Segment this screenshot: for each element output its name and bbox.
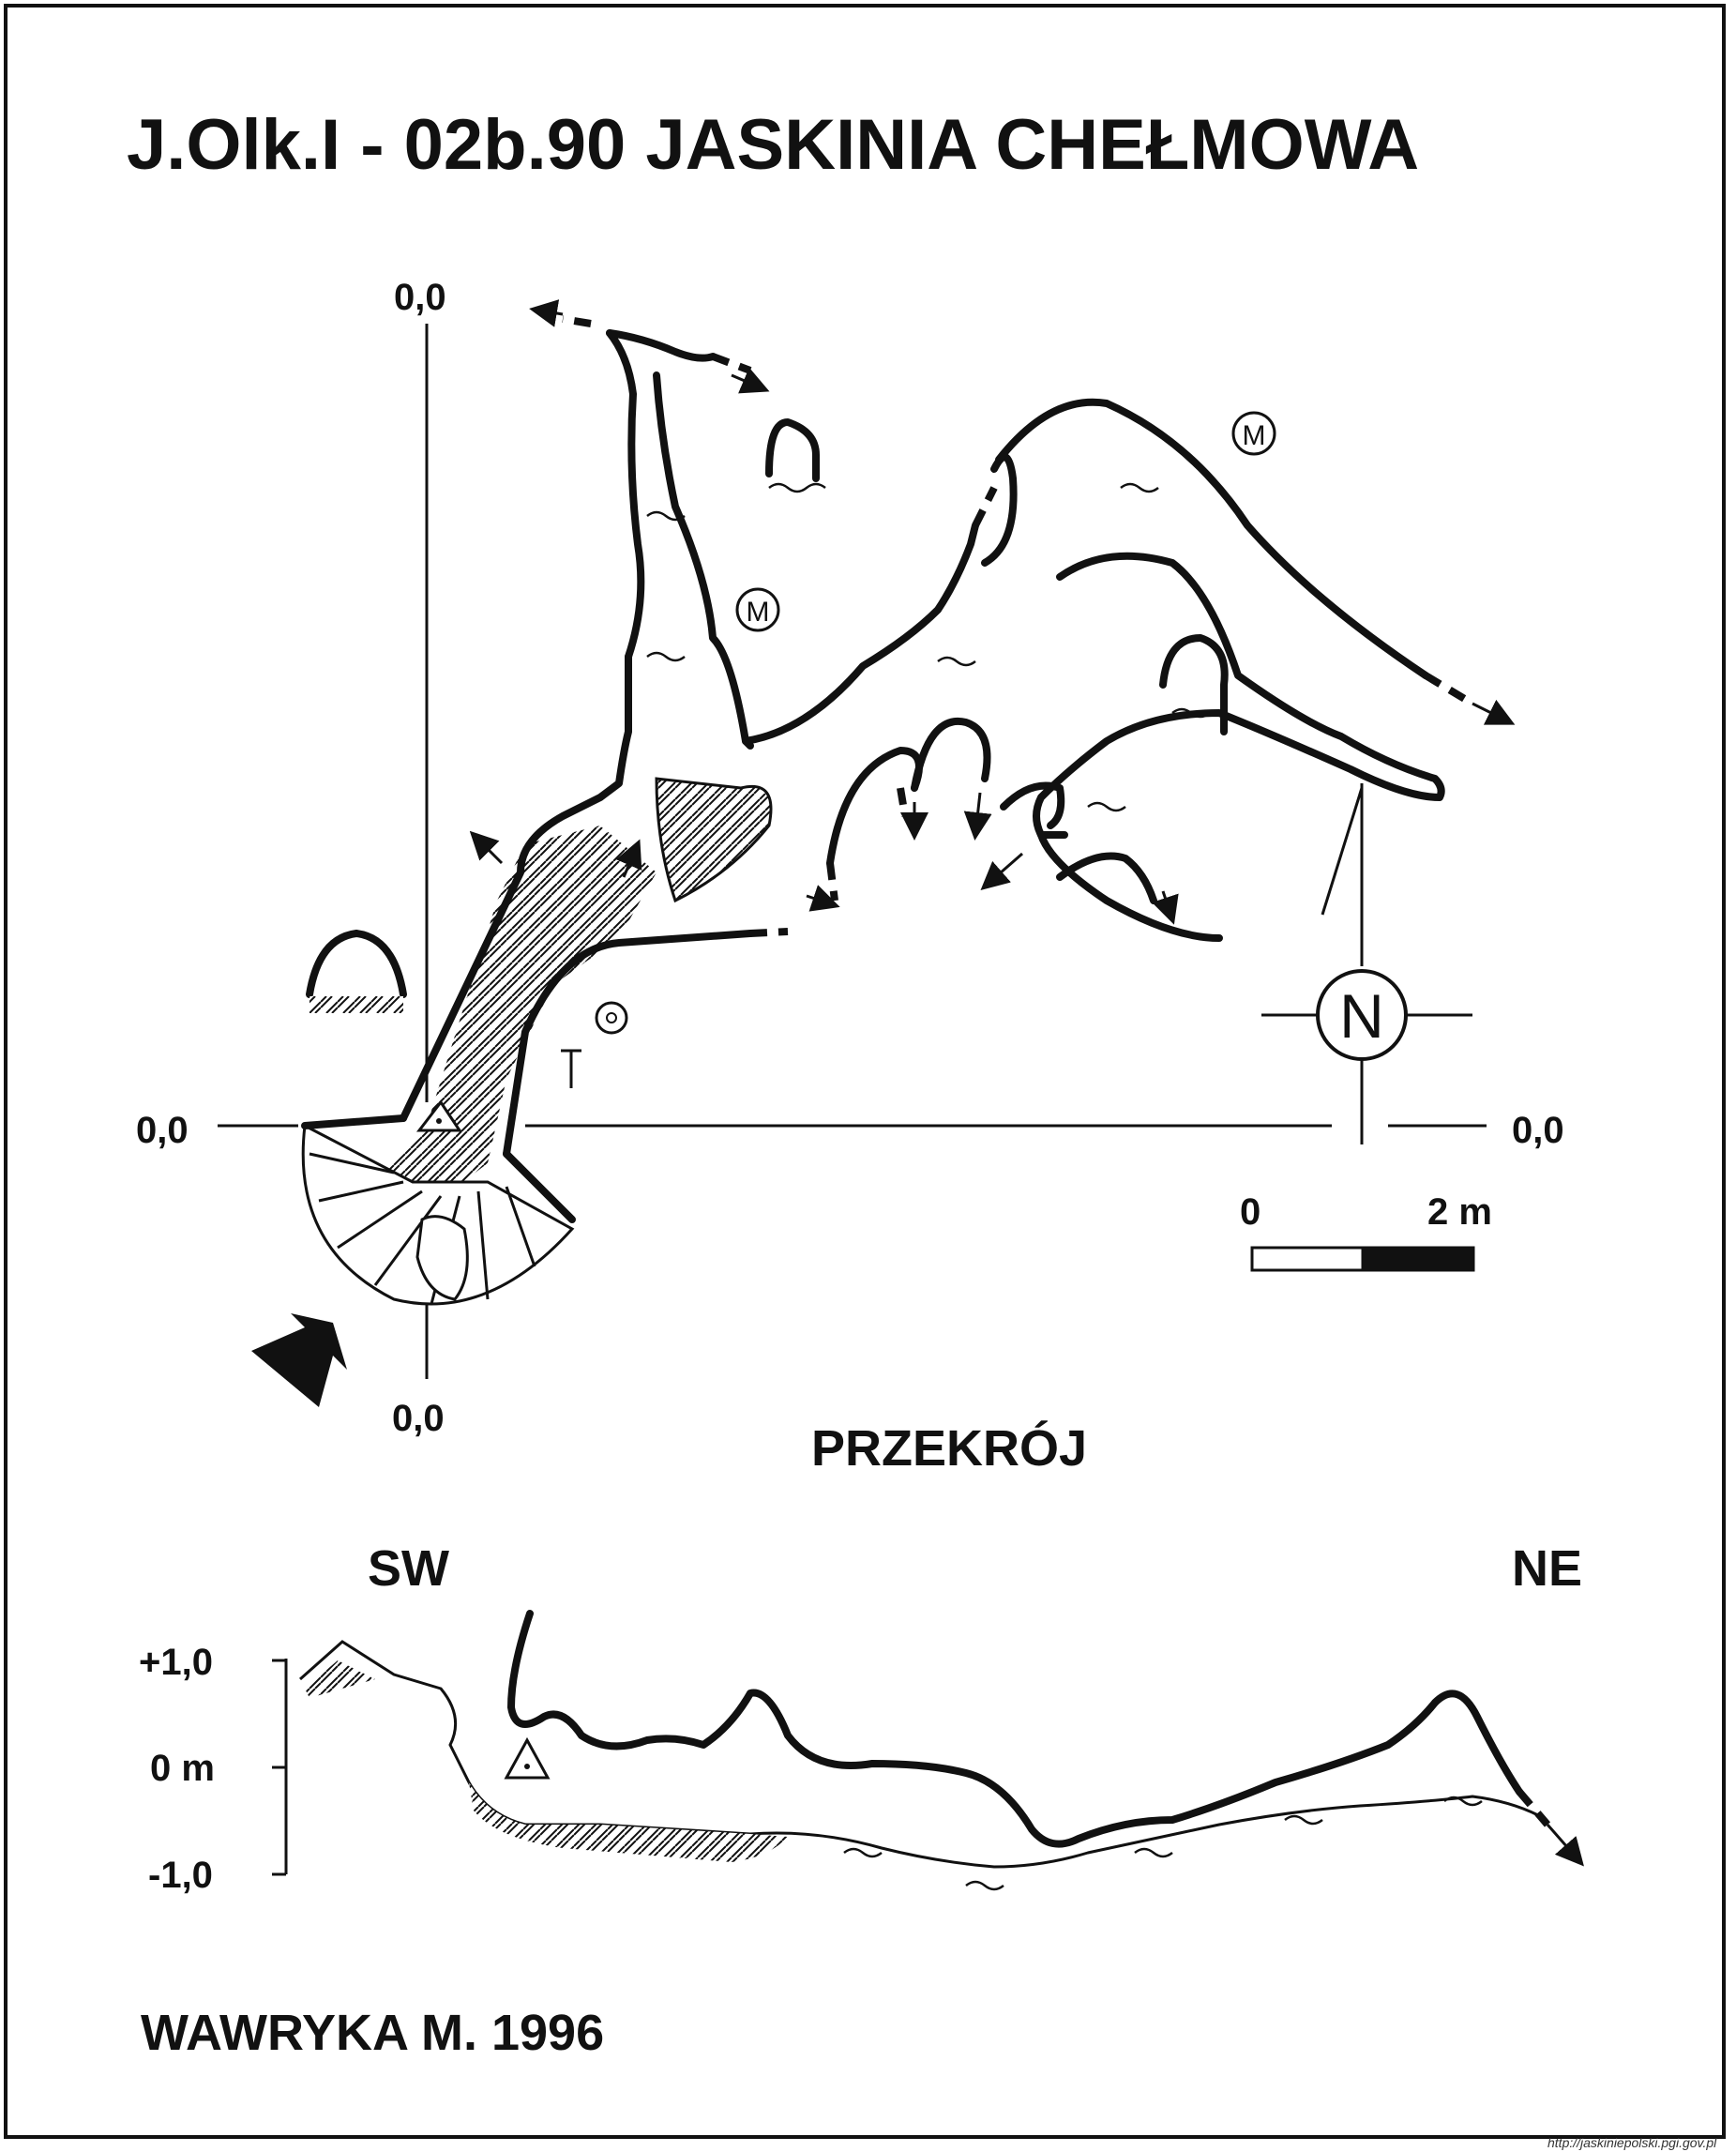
wall-north-passage-east: [653, 371, 754, 750]
wall-alcove-2: [911, 717, 991, 792]
source-url: http://jaskiniepolski.pgi.gov.pl: [1547, 2135, 1717, 2150]
section-ceiling-dash: [1516, 1789, 1551, 1827]
entrance-talus: [301, 1123, 575, 1306]
wall-alcove: [981, 453, 1018, 567]
cross-section-3: [1159, 634, 1229, 735]
passage-arrow-n: [615, 839, 642, 878]
ledge-hatched: [655, 777, 773, 903]
wall-alcove-3: [1000, 781, 1065, 829]
section-water-3: [1134, 1847, 1173, 1858]
axis-label-left: 0,0: [136, 1110, 189, 1151]
water-symbol-xs2: [768, 482, 826, 493]
scale-start-label: 0: [1240, 1191, 1260, 1233]
section-title: PRZEKRÓJ: [811, 1420, 1087, 1477]
wall-north-passage-west: [606, 329, 645, 660]
north-circle: [1316, 969, 1408, 1061]
author-credit: WAWRYKA M. 1996: [141, 2005, 604, 2061]
passage-arrow-s4: [1152, 890, 1179, 925]
water-symbol-2: [646, 651, 686, 662]
wall-north-west-dash: [562, 315, 592, 327]
symbol-circle-m1: [735, 587, 780, 632]
direction-sw: SW: [368, 1540, 449, 1597]
wall-south-lobe: [1037, 831, 1223, 942]
wall-north-top: [606, 329, 717, 362]
scale-segment-white: [1250, 1246, 1365, 1272]
passage-arrow-s5: [806, 885, 840, 912]
cross-section-1: [306, 930, 407, 998]
symbol-m1: M: [747, 597, 770, 628]
scale-bar: 0 2 m: [1240, 1191, 1492, 1272]
wall-east-corridor: [503, 930, 754, 1158]
scale-end-label: 2 m: [1427, 1191, 1492, 1233]
passage-arrow-s3: [980, 852, 1023, 890]
wall-alcove-dash-2: [897, 787, 909, 817]
cross-section-1-fill: [309, 996, 403, 1013]
sediment-floor-hatched: [385, 826, 657, 1191]
survey-station-section: [504, 1736, 551, 1780]
wall-east-passage-north: [995, 398, 1429, 679]
symbol-circle-m2: [1231, 411, 1276, 456]
wall-alcove-1: [826, 747, 923, 867]
section-water-2: [965, 1880, 1004, 1891]
symbol-spiral: [595, 1001, 628, 1035]
scale-segment-black: [1361, 1246, 1475, 1272]
passage-arrow-w: [469, 830, 504, 865]
symbol-t: [561, 1049, 581, 1088]
section-ceiling: [507, 1610, 1523, 1848]
north-arrow: N: [1261, 783, 1472, 1144]
section-view: PRZEKRÓJ SW NE +1,0 0 m -1,0: [139, 1420, 1584, 1896]
section-water-5: [1443, 1796, 1483, 1807]
survey-station-plan: [415, 1099, 462, 1132]
direction-ne: NE: [1512, 1540, 1582, 1597]
wall-entrance-left: [301, 1114, 407, 1129]
section-arrow-ne: [1546, 1824, 1584, 1867]
section-sediment: [469, 1782, 788, 1862]
passage-arrow-east: [1472, 699, 1516, 725]
surface-profile: [299, 1640, 471, 1783]
section-water-4: [1284, 1814, 1323, 1826]
wall-west-corridor: [400, 653, 632, 1122]
wall-continuation-dash: [749, 928, 789, 937]
section-water-1: [843, 1847, 883, 1858]
symbol-m2: M: [1243, 420, 1266, 451]
passage-arrow-nw: [529, 299, 564, 327]
water-symbol-1: [646, 510, 686, 522]
water-symbol-5: [1087, 801, 1126, 812]
sheet-border: [4, 4, 1726, 2139]
wall-entrance-right: [503, 1150, 576, 1223]
axis-label-right: 0,0: [1512, 1110, 1564, 1151]
wall-north-dash: [711, 353, 752, 374]
axis-label-top: 0,0: [394, 277, 446, 318]
water-symbol-3: [937, 656, 976, 667]
entrance-arrow: [251, 1313, 347, 1407]
wall-east-dash: [1423, 672, 1475, 707]
plan-view: 0,0 0,0 0,0 0,0: [136, 277, 1564, 1439]
wall-central-chamber: [742, 522, 979, 745]
boulder: [415, 1215, 469, 1301]
passage-arrow-s2: [963, 792, 992, 841]
wall-alcove-dash-1: [826, 862, 838, 902]
wall-east-passage-south: [1033, 552, 1445, 839]
axis-label-bottom: 0,0: [392, 1398, 445, 1439]
scale-tick-minus1: -1,0: [148, 1855, 213, 1896]
water-symbol-xs3: [1171, 707, 1211, 719]
scale-tick-zero: 0 m: [150, 1748, 215, 1789]
map-title: J.Olk.I - 02b.90 JASKINIA CHEŁMOWA: [127, 105, 1419, 185]
cross-section-2: [765, 418, 820, 482]
scale-tick-plus1: +1,0: [139, 1642, 213, 1683]
passage-arrow-ne: [731, 367, 770, 394]
north-letter: N: [1339, 981, 1384, 1051]
wall-alcove-4: [1056, 852, 1157, 904]
wall-central-dash: [972, 486, 998, 527]
water-symbol-4: [1120, 482, 1159, 493]
